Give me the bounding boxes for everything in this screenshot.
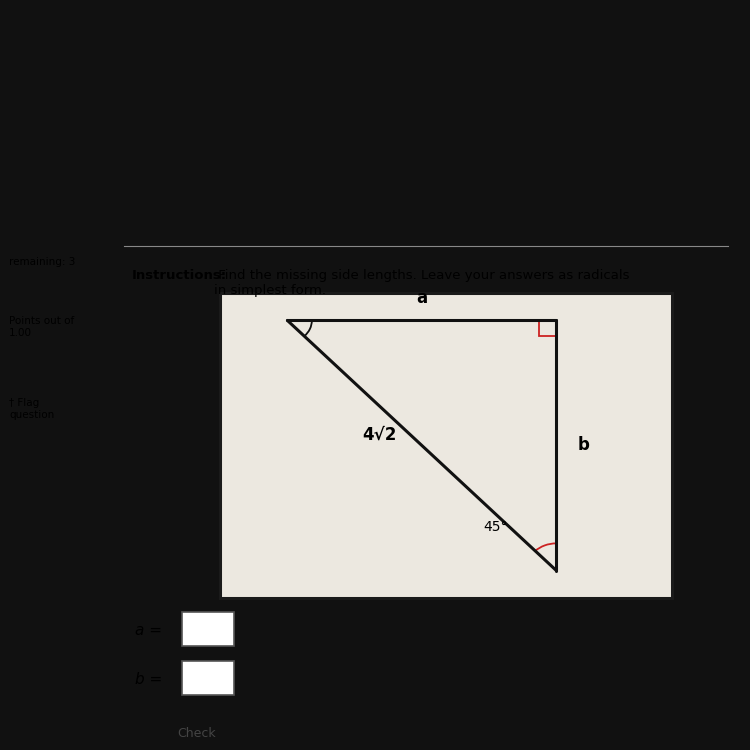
Text: Instructions:: Instructions:	[131, 268, 226, 282]
Text: 45°: 45°	[483, 520, 508, 534]
Text: Find the missing side lengths. Leave your answers as radicals
in simplest form.: Find the missing side lengths. Leave you…	[214, 268, 629, 297]
Bar	[220, 293, 673, 598]
Text: a =: a =	[134, 622, 161, 638]
Text: Points out of
1.00: Points out of 1.00	[9, 316, 74, 338]
Text: remaining: 3: remaining: 3	[9, 256, 76, 267]
Text: a: a	[416, 289, 428, 307]
Text: 4√2: 4√2	[362, 426, 396, 444]
Text: Check: Check	[177, 728, 216, 740]
FancyBboxPatch shape	[182, 662, 234, 694]
Text: b =: b =	[134, 672, 162, 687]
FancyBboxPatch shape	[182, 613, 234, 646]
Text: b: b	[578, 436, 590, 454]
Text: † Flag
question: † Flag question	[9, 398, 55, 420]
Text: Find the Missing Side Lengths: Find the Missing Side Lengths	[294, 219, 561, 237]
Bar	[539, 320, 556, 336]
